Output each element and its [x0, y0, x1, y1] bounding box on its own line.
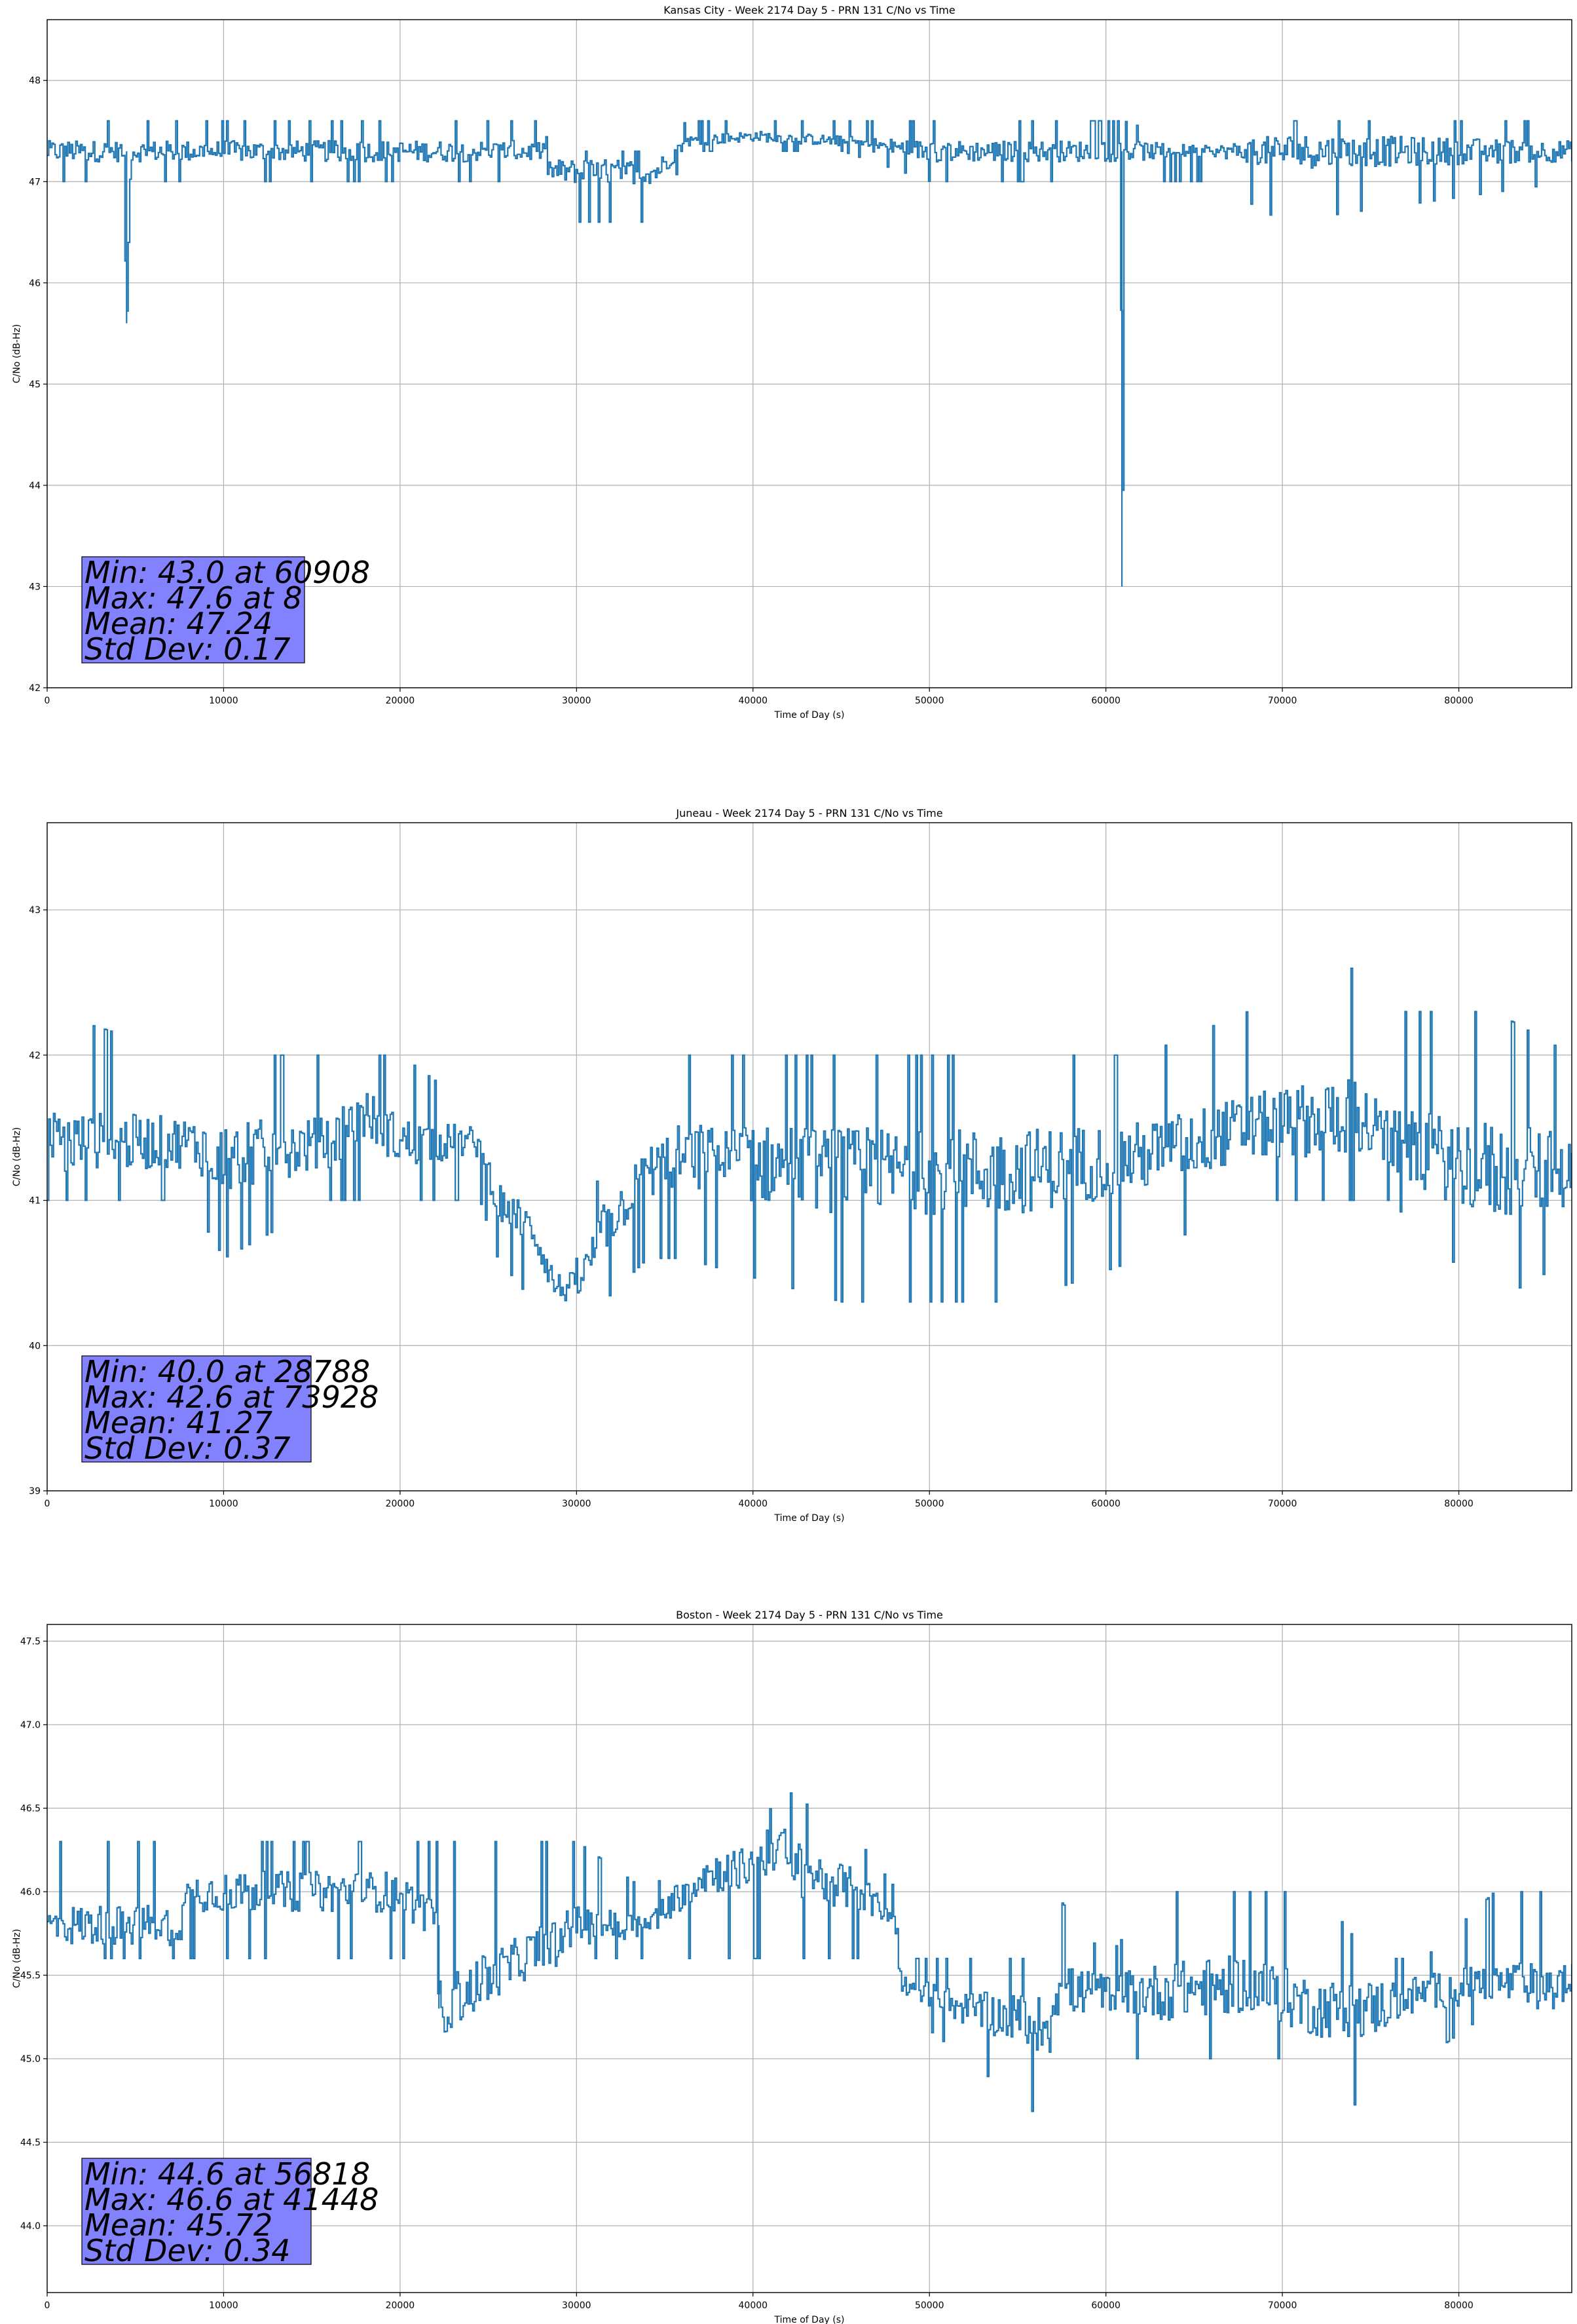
x-tick-label: 60000: [1091, 1499, 1121, 1509]
y-tick-label: 44.0: [20, 2221, 41, 2232]
x-tick-label: 70000: [1268, 696, 1297, 706]
x-tick-label: 80000: [1444, 2300, 1474, 2311]
x-tick-label: 30000: [562, 1499, 591, 1509]
y-tick-label: 42: [29, 683, 41, 694]
chart-panel: Juneau - Week 2174 Day 5 - PRN 131 C/No …: [12, 807, 1572, 1524]
x-tick-label: 70000: [1268, 2300, 1297, 2311]
y-tick-label: 43: [29, 905, 41, 916]
y-tick-label: 48: [29, 76, 41, 86]
y-tick-label: 44: [29, 481, 41, 491]
chart-title: Kansas City - Week 2174 Day 5 - PRN 131 …: [663, 4, 955, 16]
y-tick-label: 47.5: [20, 1637, 41, 1647]
y-tick-label: 43: [29, 582, 41, 592]
x-tick-label: 10000: [209, 1499, 238, 1509]
plot-frame: [46, 1624, 1572, 2293]
x-tick-label: 40000: [739, 2300, 768, 2311]
y-tick-label: 39: [29, 1486, 41, 1497]
x-tick-label: 20000: [386, 696, 415, 706]
x-tick-label: 40000: [739, 1499, 768, 1509]
stats-box: [81, 556, 305, 664]
y-tick-label: 46: [29, 278, 41, 289]
y-tick-label: 46.5: [20, 1804, 41, 1814]
y-axis-label: C/No (dB-Hz): [12, 1929, 22, 1988]
stats-line: Min: 44.6 at 56818: [84, 2156, 370, 2192]
stats-line: Mean: 47.24: [84, 606, 272, 641]
y-tick-label: 47.0: [20, 1720, 41, 1731]
x-tick-label: 10000: [209, 2300, 238, 2311]
x-axis-label: Time of Day (s): [774, 1513, 845, 1524]
x-tick-label: 50000: [915, 1499, 944, 1509]
x-tick-label: 10000: [209, 696, 238, 706]
x-tick-label: 0: [45, 2300, 50, 2311]
x-tick-label: 50000: [915, 2300, 944, 2311]
plot-frame: [46, 19, 1572, 688]
data-series-line: [47, 120, 1572, 587]
x-tick-label: 50000: [915, 696, 944, 706]
data-series-line: [47, 1792, 1572, 2112]
stats-line: Min: 43.0 at 60908: [84, 555, 370, 590]
plot-frame: [46, 822, 1572, 1491]
y-tick-label: 45.5: [20, 1971, 41, 1981]
stats-line: Mean: 41.27: [84, 1405, 272, 1440]
x-tick-label: 0: [45, 1499, 50, 1509]
x-tick-label: 60000: [1091, 2300, 1121, 2311]
x-tick-label: 40000: [739, 696, 768, 706]
y-tick-label: 47: [29, 177, 41, 187]
y-axis-label: C/No (dB-Hz): [12, 324, 22, 383]
x-axis-label: Time of Day (s): [774, 710, 845, 721]
stats-box: [81, 2158, 312, 2265]
y-tick-label: 44.5: [20, 2138, 41, 2148]
stats-line: Max: 42.6 at 73928: [84, 1379, 379, 1415]
data-series-line: [47, 967, 1572, 1303]
x-tick-label: 0: [45, 696, 50, 706]
stats-line: Std Dev: 0.37: [84, 1431, 291, 1466]
stats-line: Mean: 45.72: [84, 2207, 272, 2243]
y-tick-label: 41: [29, 1196, 41, 1207]
chart-panel: Boston - Week 2174 Day 5 - PRN 131 C/No …: [12, 1609, 1572, 2324]
x-tick-label: 30000: [562, 2300, 591, 2311]
y-tick-label: 46.0: [20, 1887, 41, 1898]
stats-line: Min: 40.0 at 28788: [84, 1354, 370, 1389]
y-axis-label: C/No (dB-Hz): [12, 1127, 22, 1186]
x-tick-label: 80000: [1444, 1499, 1474, 1509]
y-tick-label: 45: [29, 379, 41, 390]
x-tick-label: 30000: [562, 696, 591, 706]
x-tick-label: 20000: [386, 2300, 415, 2311]
chart-panel: Kansas City - Week 2174 Day 5 - PRN 131 …: [12, 4, 1572, 721]
x-tick-label: 60000: [1091, 696, 1121, 706]
x-axis-label: Time of Day (s): [774, 2315, 845, 2324]
y-tick-label: 45.0: [20, 2054, 41, 2065]
stats-line: Std Dev: 0.34: [84, 2233, 291, 2268]
y-tick-label: 40: [29, 1341, 41, 1351]
x-tick-label: 70000: [1268, 1499, 1297, 1509]
stats-line: Max: 47.6 at 8: [84, 580, 302, 616]
chart-title: Boston - Week 2174 Day 5 - PRN 131 C/No …: [676, 1609, 943, 1621]
stats-line: Max: 46.6 at 41448: [84, 2182, 379, 2217]
stats-line: Std Dev: 0.17: [84, 631, 291, 667]
stats-box: [81, 1355, 312, 1463]
x-tick-label: 80000: [1444, 696, 1474, 706]
x-tick-label: 20000: [386, 1499, 415, 1509]
chart-title: Juneau - Week 2174 Day 5 - PRN 131 C/No …: [675, 807, 942, 819]
y-tick-label: 42: [29, 1051, 41, 1061]
